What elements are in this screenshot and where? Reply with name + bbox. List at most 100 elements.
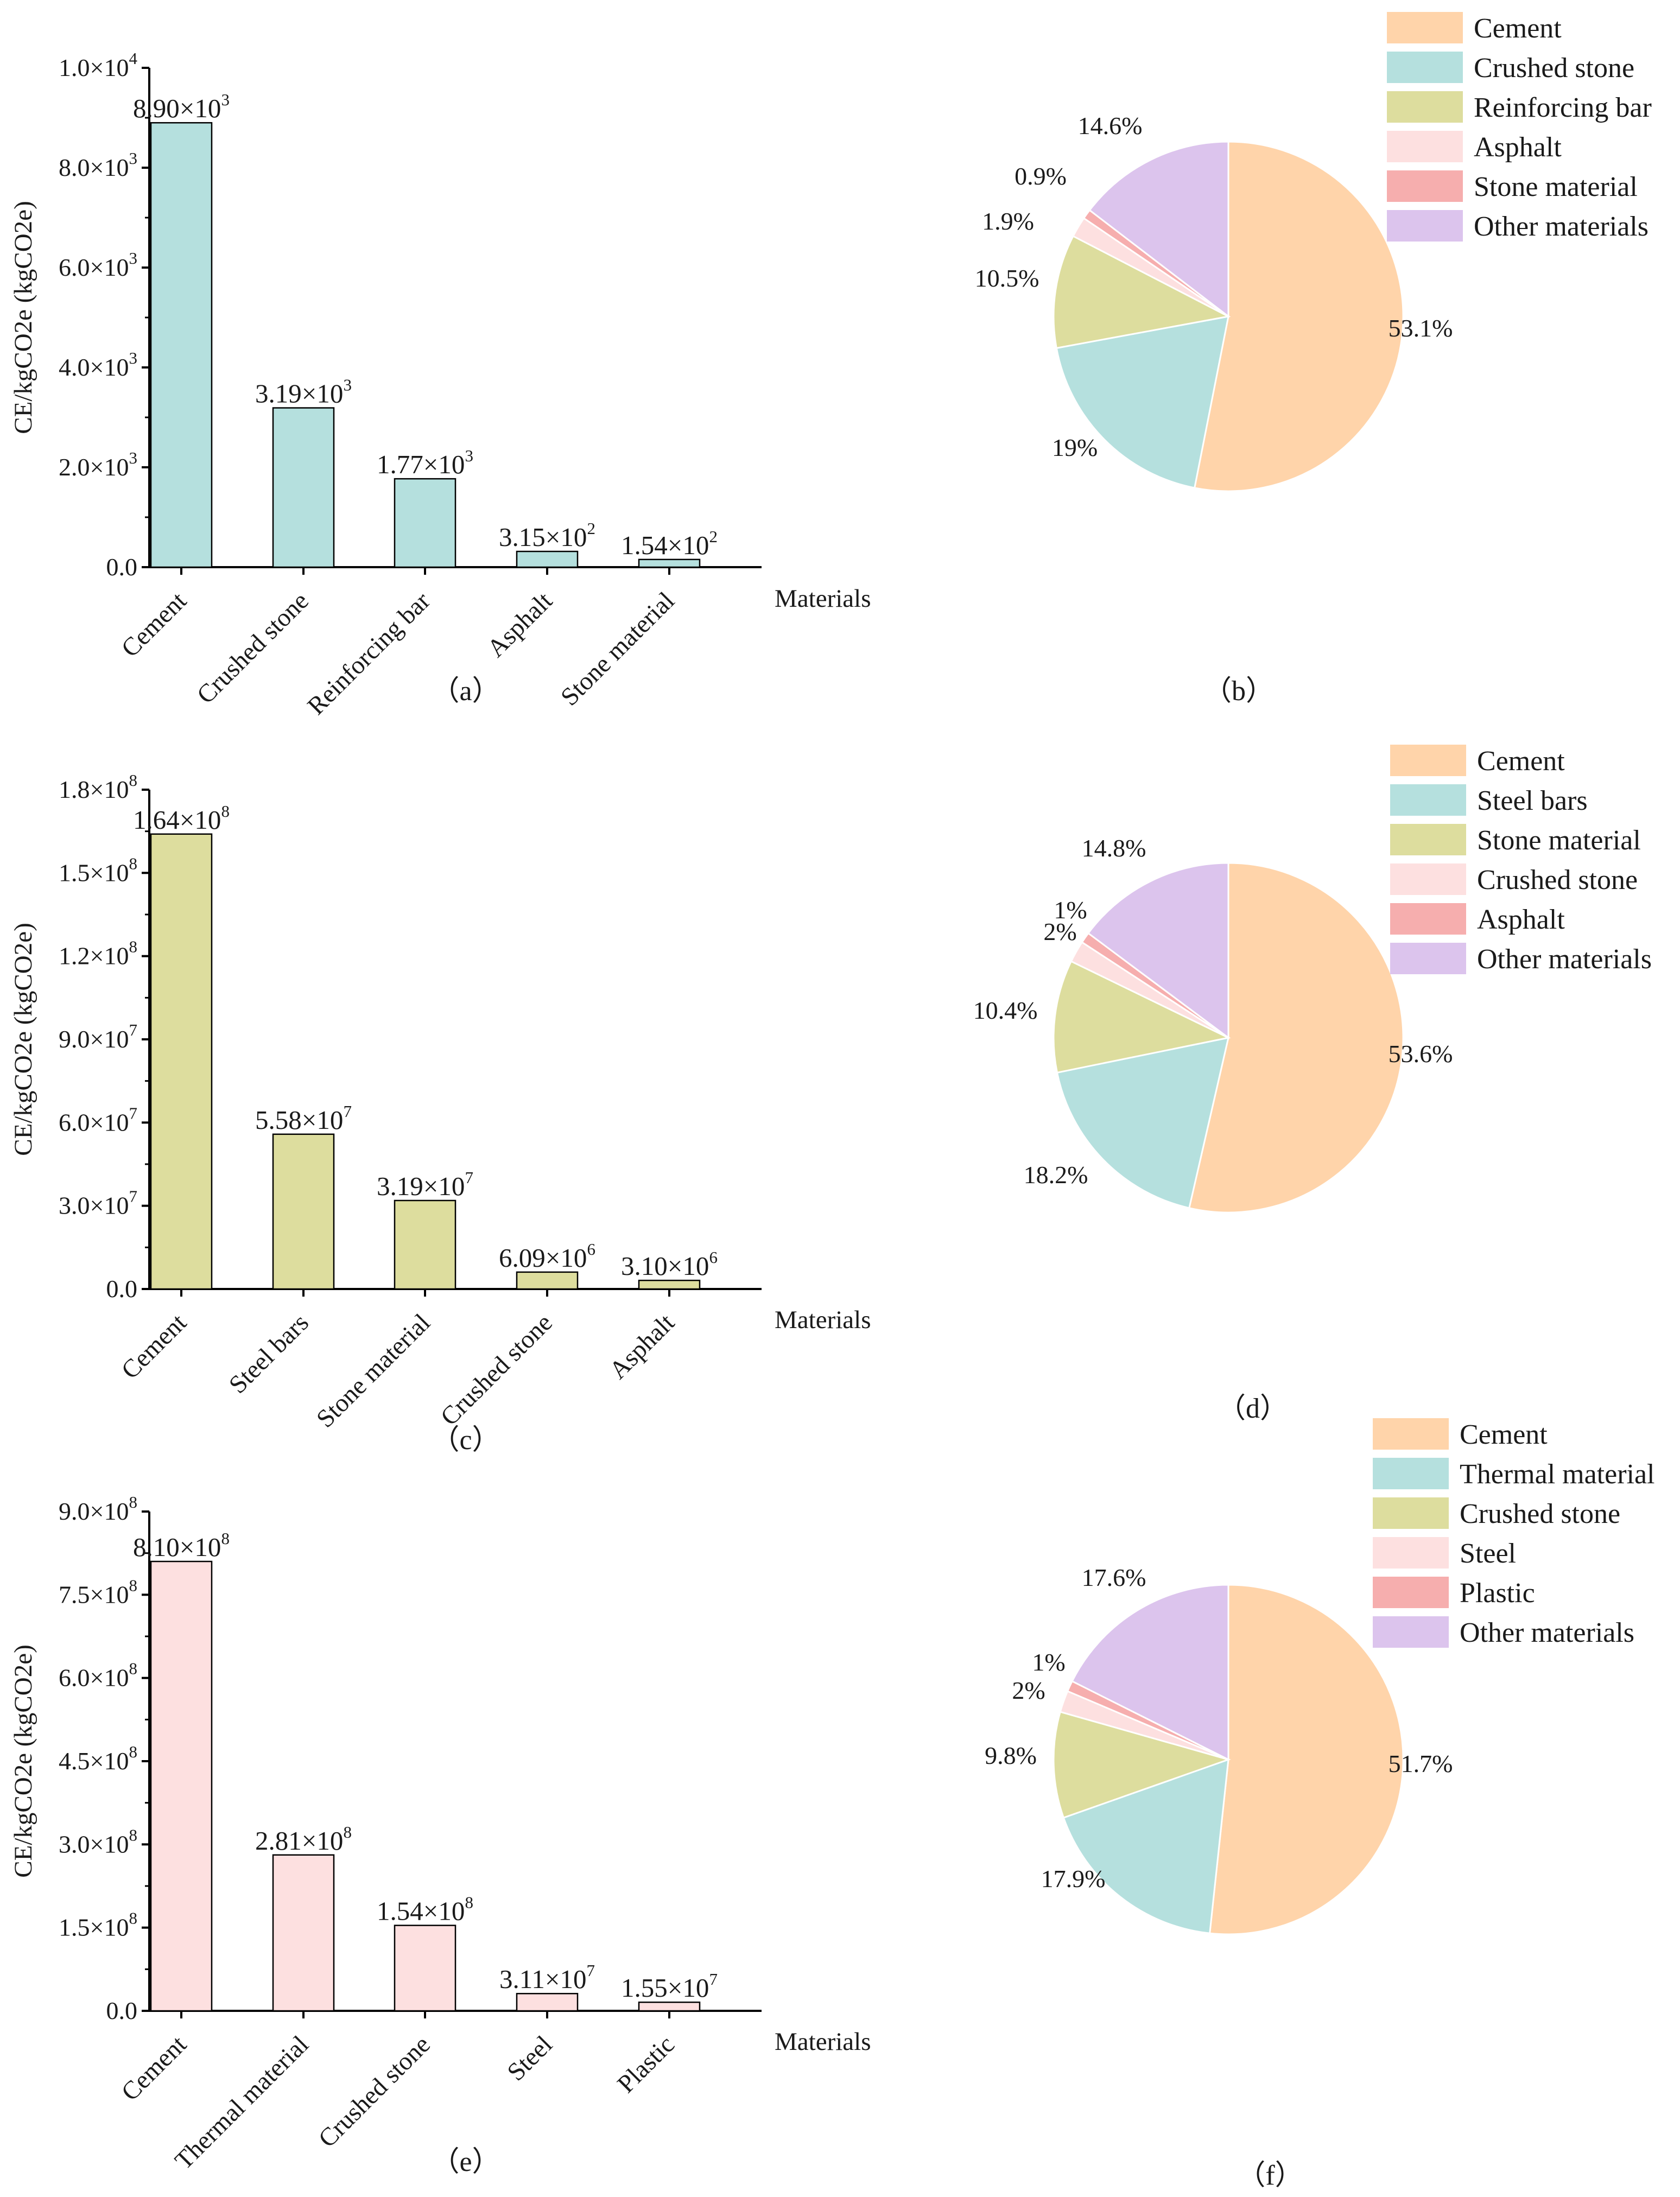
legend-swatch — [1373, 1418, 1449, 1450]
bar-crushed-stone — [394, 1925, 457, 2012]
x-axis-title: Materials — [775, 585, 871, 613]
data-label: 8.90×103 — [133, 90, 230, 123]
y-tick-label: 6.0×107 — [59, 1103, 137, 1136]
y-axis-title: CE/kgCO2e (kgCO2e) — [9, 923, 37, 1155]
data-label: 6.09×106 — [499, 1240, 595, 1273]
data-label: 8.10×108 — [133, 1529, 230, 1562]
x-axis-title: Materials — [775, 2028, 871, 2056]
pie-slice-crushed-stone — [1055, 315, 1229, 489]
legend-label: Reinforcing bar — [1474, 92, 1652, 123]
slice-percent-label: 14.6% — [1078, 112, 1143, 139]
pie-chart-d: 53.6% Cement 18.2% Steel bars 10.4% Stone mat… — [973, 745, 1652, 1424]
slice-percent-label: 18.2% — [1024, 1161, 1088, 1189]
bar-asphalt — [516, 550, 579, 568]
legend-swatch — [1373, 1497, 1449, 1529]
bar-steel-bars — [272, 1133, 335, 1290]
data-label: 3.19×103 — [255, 376, 352, 409]
legend-label: Crushed stone — [1460, 1498, 1620, 1529]
pie-slice-other-materials — [1071, 1584, 1229, 1761]
y-tick-label: 9.0×107 — [59, 1020, 137, 1053]
slice-percent-label: 1% — [1032, 1648, 1065, 1676]
pie-slice-steel-bars — [1056, 1037, 1229, 1209]
pie-slice-cement — [1188, 862, 1404, 1214]
slice-percent-label: 1.9% — [982, 207, 1034, 235]
bar-stone-material — [638, 558, 701, 568]
slice-percent-label: 19% — [1052, 434, 1098, 461]
data-label: 2.81×108 — [255, 1823, 352, 1856]
slice-percent-label: 10.5% — [975, 264, 1039, 292]
y-tick-label: 4.0×103 — [59, 348, 137, 381]
bar-thermal-material — [272, 1854, 335, 2012]
slice-percent-label: 9.8% — [985, 1742, 1037, 1769]
bar-cement — [150, 833, 213, 1290]
y-tick-label: 0.0 — [106, 1275, 138, 1303]
legend-label: Steel bars — [1477, 785, 1588, 816]
y-tick-label: 3.0×107 — [59, 1187, 137, 1220]
legend-swatch — [1390, 863, 1466, 895]
bar-stone-material — [394, 1199, 457, 1290]
legend-label: Cement — [1460, 1419, 1548, 1450]
pie-chart-f: 51.7% Cement 17.9% Thermal material 9.8% Crus… — [985, 1418, 1654, 2191]
slice-percent-label: 0.9% — [1015, 162, 1067, 190]
legend-swatch — [1373, 1577, 1449, 1608]
pie-slice-other-materials — [1087, 862, 1229, 1039]
y-tick-label: 1.5×108 — [59, 1909, 137, 1941]
legend-label: Plastic — [1460, 1578, 1535, 1609]
legend-swatch — [1387, 52, 1463, 83]
slice-percent-label: 14.8% — [1082, 834, 1146, 862]
pie-chart-b: 53.1% Cement 19% Crushed stone 10.5% Reinforc… — [975, 12, 1652, 707]
bar-crushed-stone — [272, 407, 335, 568]
legend-swatch — [1387, 131, 1463, 162]
panel-label-e: （e） — [431, 2147, 500, 2177]
bar-crushed-stone — [516, 1271, 579, 1290]
y-tick-label: 1.8×108 — [59, 771, 137, 803]
y-tick-label: 0.0 — [106, 553, 138, 581]
legend-swatch — [1390, 745, 1466, 776]
legend-swatch — [1373, 1616, 1449, 1648]
legend-label: Cement — [1474, 13, 1562, 44]
legend-label: Thermal material — [1460, 1459, 1654, 1490]
legend-label: Stone material — [1477, 825, 1641, 856]
y-tick-label: 1.0×104 — [59, 49, 137, 81]
legend-swatch — [1390, 824, 1466, 855]
x-axis-title: Materials — [775, 1306, 871, 1334]
slice-percent-label: 10.4% — [973, 996, 1038, 1024]
pie-slice-cement — [1193, 141, 1404, 492]
slice-percent-label: 2% — [1043, 918, 1076, 945]
y-tick-label: 3.0×108 — [59, 1825, 137, 1858]
legend-swatch — [1390, 903, 1466, 935]
legend-label: Other materials — [1460, 1617, 1634, 1648]
y-tick-label: 6.0×103 — [59, 249, 137, 281]
legend-label: Crushed stone — [1474, 53, 1634, 84]
data-label: 1.54×108 — [377, 1893, 473, 1926]
y-tick-label: 2.0×103 — [59, 448, 137, 481]
data-label: 3.11×107 — [499, 1961, 595, 1994]
legend-label: Stone material — [1474, 172, 1638, 202]
legend-label: Crushed stone — [1477, 865, 1638, 896]
y-tick-label: 9.0×108 — [59, 1493, 137, 1525]
slice-percent-label: 53.6% — [1389, 1040, 1453, 1068]
data-label: 3.10×106 — [621, 1248, 718, 1281]
bar-cement — [150, 1560, 213, 2012]
data-label: 1.54×102 — [621, 527, 718, 560]
data-label: 1.64×108 — [133, 802, 230, 835]
y-tick-label: 4.5×108 — [59, 1742, 137, 1775]
legend-swatch — [1387, 170, 1463, 202]
data-label: 3.19×107 — [377, 1168, 473, 1201]
bar-asphalt — [638, 1279, 701, 1290]
y-tick-label: 1.5×108 — [59, 854, 137, 886]
legend-label: Asphalt — [1477, 904, 1565, 935]
y-axis-title: CE/kgCO2e (kgCO2e) — [9, 201, 37, 434]
y-tick-label: 8.0×103 — [59, 149, 137, 181]
data-label: 3.15×102 — [499, 519, 595, 552]
legend-label: Asphalt — [1474, 132, 1562, 163]
data-label: 1.55×107 — [621, 1970, 718, 2003]
panel-label-a: （a） — [431, 676, 500, 707]
panel-label-c: （c） — [431, 1425, 500, 1456]
legend-swatch — [1387, 210, 1463, 242]
legend-swatch — [1387, 12, 1463, 43]
legend-label: Steel — [1460, 1538, 1516, 1569]
y-tick-label: 0.0 — [106, 1997, 138, 2024]
